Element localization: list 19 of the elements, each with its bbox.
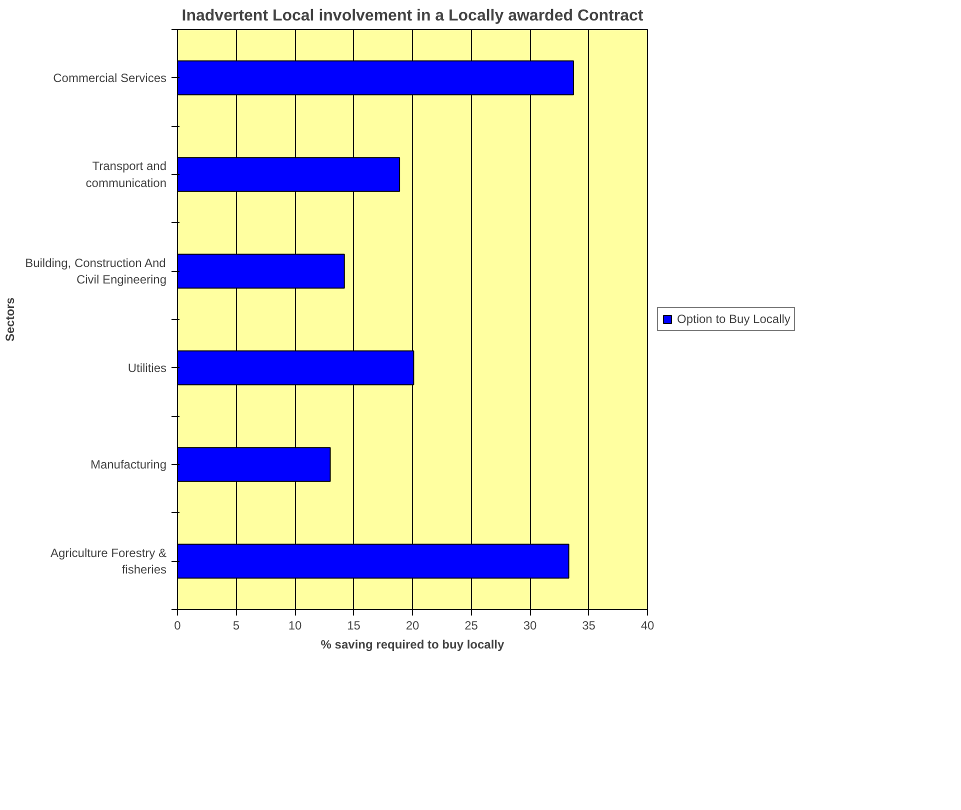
x-tick-label: 35 <box>582 618 596 632</box>
y-tick-label: Manufacturing <box>90 458 167 472</box>
y-tick-label: Transport and communication <box>86 159 167 190</box>
y-tick-label: Building, Construction And Civil Engineering <box>25 256 166 287</box>
y-tick-label: Utilities <box>128 360 166 375</box>
x-tick-label: 10 <box>288 618 302 632</box>
x-axis-title: % saving required to buy locally <box>320 638 505 652</box>
x-tick-label: 20 <box>406 618 420 632</box>
y-tick-label: Commercial Services <box>53 70 167 85</box>
x-tick-label: 40 <box>640 618 654 632</box>
x-tick-label: 30 <box>523 618 537 632</box>
x-tick-label: 5 <box>232 618 240 632</box>
chart-title: Inadvertent Local involvement in a Locally awarded Contract <box>182 8 644 24</box>
x-tick-label: 25 <box>464 618 478 632</box>
legend-label: Option to Buy Locally <box>677 312 790 326</box>
x-tick-label: 0 <box>174 618 182 632</box>
x-tick-label: 15 <box>347 618 361 632</box>
y-axis-title: Sectors <box>3 297 18 342</box>
y-tick-label: Agriculture Forestry & fisheries <box>50 546 167 577</box>
